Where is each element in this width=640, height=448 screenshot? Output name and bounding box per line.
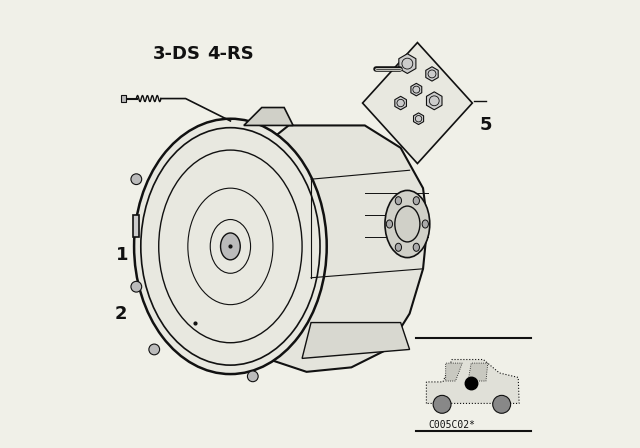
Text: 3-DS: 3-DS [153,45,201,63]
Ellipse shape [149,344,159,355]
Ellipse shape [134,119,327,374]
Polygon shape [239,125,428,372]
Ellipse shape [385,190,430,258]
Polygon shape [445,363,462,381]
Ellipse shape [396,243,401,251]
Ellipse shape [396,197,401,205]
Polygon shape [362,43,472,164]
Polygon shape [426,92,442,110]
Text: 4-RS: 4-RS [207,45,254,63]
Ellipse shape [433,396,451,413]
Polygon shape [133,215,140,237]
Text: 5: 5 [479,116,492,134]
Polygon shape [121,95,127,102]
Ellipse shape [413,197,419,205]
Text: 2: 2 [115,305,127,323]
Ellipse shape [248,371,258,382]
Polygon shape [413,113,424,125]
Text: C005C02*: C005C02* [429,420,476,430]
Ellipse shape [493,396,511,413]
Ellipse shape [422,220,428,228]
Polygon shape [411,83,422,96]
Polygon shape [426,359,519,403]
Polygon shape [395,96,406,110]
Ellipse shape [131,174,141,185]
Polygon shape [468,363,488,381]
Ellipse shape [413,243,419,251]
Polygon shape [426,67,438,81]
Polygon shape [244,108,293,125]
Polygon shape [302,323,410,358]
Polygon shape [399,54,416,73]
Ellipse shape [131,281,141,292]
Ellipse shape [221,233,240,260]
Text: 1: 1 [116,246,128,264]
Ellipse shape [387,220,392,228]
